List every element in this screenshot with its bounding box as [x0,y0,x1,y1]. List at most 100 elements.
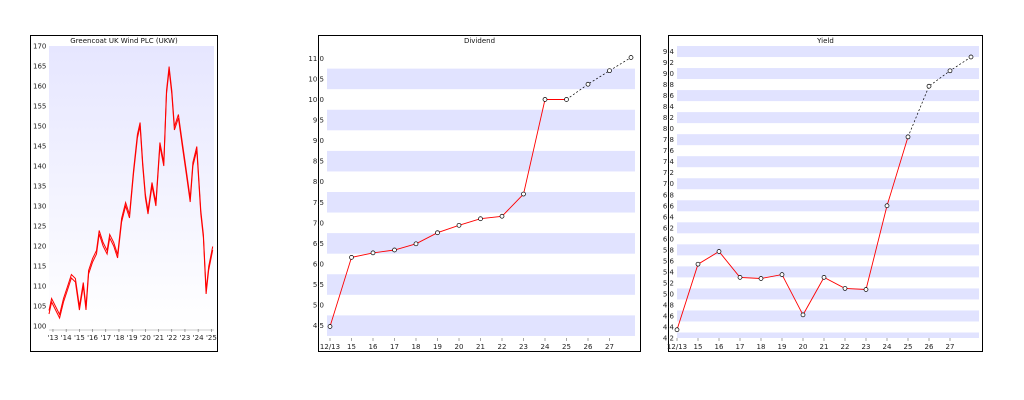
yield-x-tick-label: 27 [946,343,955,351]
price-x-tick-label: '17 [100,334,111,342]
dividend-actual-point [456,222,462,228]
dividend-x-tick-label: 26 [584,343,593,351]
price-y-tick-label: 135 [33,183,46,191]
dividend-actual-line [329,99,567,327]
dividend-x-tick-label: 24 [541,343,550,351]
yield-actual-point [695,261,701,267]
dividend-grid-band [327,315,635,336]
dividend-y-tick-label: 11.0 [308,55,324,63]
yield-y-tick-label: 9.0 [663,70,674,78]
dividend-grid-band [327,274,635,295]
dividend-y-tick-label: 5.0 [313,302,324,310]
yield-x-tick-label: 20 [799,343,808,351]
yield-grid-band [677,90,979,102]
yield-actual-point [716,249,722,254]
yield-actual-point [821,275,827,280]
yield-grid-band [677,156,979,168]
dividend-x-tick-label: 23 [519,343,528,351]
yield-x-tick-label: 19 [778,343,787,351]
yield-y-tick-label: 8.8 [663,81,674,89]
dividend-x-tick-label: 17 [390,343,399,351]
dividend-x-tick-label: 18 [412,343,421,351]
yield-actual-point [863,287,869,292]
dividend-y-tick-label: 8.0 [313,178,324,186]
price-x-tick-label: '21 [153,334,164,342]
yield-actual-point [779,272,785,277]
yield-grid-band [677,310,979,322]
yield-y-tick-label: 4.6 [663,312,675,320]
price-y-tick-label: 170 [33,43,46,51]
price-y-tick-label: 150 [33,123,46,131]
yield-y-tick-label: 6.6 [663,202,675,210]
dividend-y-tick-label: 10.0 [308,96,324,104]
dividend-grid-band [327,68,635,90]
dividend-x-tick-label: 21 [476,343,485,351]
yield-x-tick-label: 22 [841,343,850,351]
yield-y-tick-label: 8.4 [663,103,675,111]
dividend-x-tick-label: 22 [498,343,507,351]
yield-y-tick-label: 5.8 [663,246,674,254]
yield-x-tick-label: 16 [715,343,724,351]
yield-actual-point [758,276,764,281]
yield-y-tick-label: 8.2 [663,114,674,122]
yield-chart-title: Yield [817,37,834,45]
price-y-tick-label: 100 [33,323,46,331]
price-y-tick-label: 125 [33,223,46,231]
yield-y-tick-label: 6.4 [663,213,675,221]
yield-x-tick-label: 24 [883,343,892,351]
dividend-actual-point [349,255,354,260]
yield-y-tick-label: 5.6 [663,257,675,265]
dividend-y-tick-label: 7.5 [313,199,324,207]
yield-grid-band [677,332,979,338]
yield-grid-band [677,134,979,146]
dividend-y-tick-label: 6.5 [313,240,324,248]
dividend-actual-point [392,247,397,253]
price-x-tick-label: '22 [166,334,177,342]
price-x-tick-label: '19 [127,334,138,342]
yield-y-tick-label: 5.4 [663,268,675,276]
price-y-tick-label: 165 [33,63,46,71]
dividend-actual-point [521,191,526,197]
price-y-tick-label: 120 [33,243,46,251]
yield-grid-band [677,244,979,256]
price-x-tick-label: '24 [193,334,204,342]
dividend-y-tick-label: 7.0 [313,219,324,227]
dividend-x-tick-label: 25 [562,343,571,351]
dividend-x-tick-label: 19 [433,343,442,351]
yield-forecast-point [968,54,974,60]
dividend-y-tick-label: 6.0 [313,260,324,268]
yield-actual-line [676,136,909,330]
yield-y-tick-label: 7.2 [663,169,674,177]
yield-forecast-point [947,68,953,74]
price-y-tick-label: 160 [33,83,46,91]
dividend-actual-point [327,324,333,329]
yield-x-tick-label: 18 [757,343,766,351]
dividend-y-tick-label: 9.0 [313,137,324,145]
price-x-tick-label: '25 [206,334,217,342]
price-chart: 100 105 110 115 120 125 130 135 140 145 150 155 160 1… [33,43,217,343]
yield-grid-band [677,68,979,80]
yield-y-tick-label: 5.0 [663,290,674,298]
dividend-y-tick-label: 8.5 [313,158,324,166]
yield-actual-point [884,203,890,209]
dividend-actual-point [413,241,419,247]
yield-y-tick-label: 4.4 [663,323,675,331]
yield-forecast-point [926,83,932,89]
dividend-x-tick-label: 20 [455,343,464,351]
yield-grid-band [677,178,979,190]
yield-actual-point [842,286,848,291]
dividend-actual-point [564,97,569,102]
yield-grid-band [677,46,979,58]
price-plot-area [49,46,214,326]
yield-forecast-line [907,56,972,138]
yield-chart: 4.2 4.4 4.6 4.8 5.0 5.2 5.4 5.6 5.8 6.0 6.2 6.4 6.6 6… [663,46,979,351]
dividend-actual-point [542,97,548,102]
yield-x-tick-label: 26 [925,343,934,351]
yield-actual-point [800,312,806,318]
price-x-tick-label: '15 [74,334,85,342]
price-y-tick-label: 145 [33,143,46,151]
dividend-forecast-line [566,57,632,100]
dividend-grid-band [327,192,635,213]
dividend-grid-band [327,150,635,172]
yield-grid-band [677,222,979,234]
